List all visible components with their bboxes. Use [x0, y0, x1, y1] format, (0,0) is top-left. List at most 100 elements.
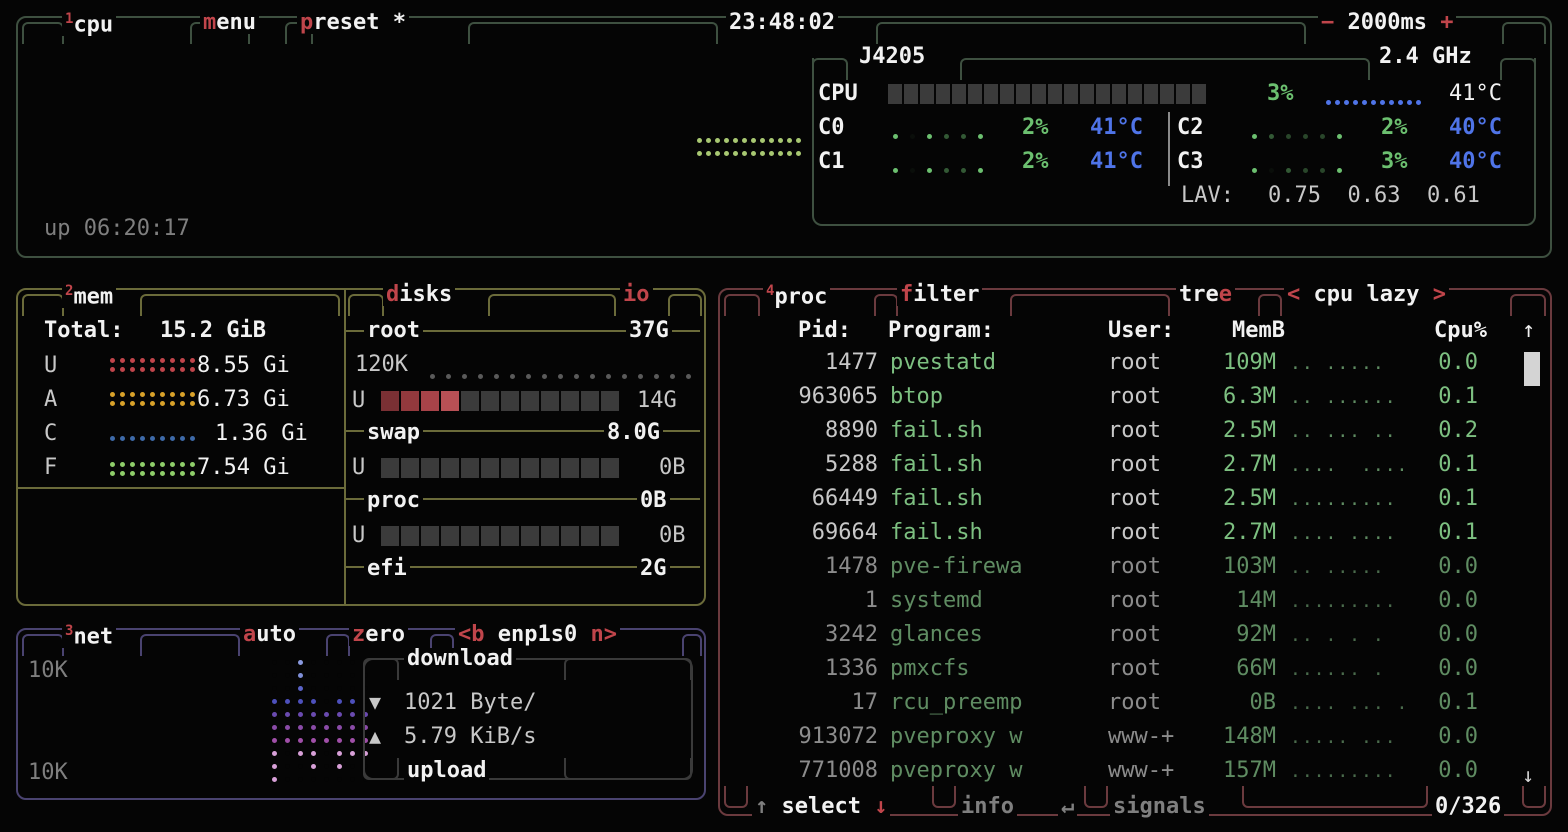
table-row[interactable]: 5288 fail.sh root 2.7M ···· ···· 0.1 [718, 454, 1552, 488]
table-row[interactable]: 66449 fail.sh root 2.5M ········· 0.1 [718, 488, 1552, 522]
proc-sort-selector[interactable]: < cpu lazy > [1284, 284, 1449, 306]
disk-usage-meter-swap [381, 458, 619, 478]
proc-cpu-percent: 0.1 [1438, 690, 1478, 715]
net-panel-title[interactable]: 3net [62, 623, 117, 649]
cpu-title-nub [22, 22, 64, 44]
table-row[interactable]: 8890 fail.sh root 2.5M ·· ··· ·· 0.2 [718, 420, 1552, 454]
header-nub-end [1502, 22, 1546, 44]
disks-panel-title[interactable]: disks [383, 284, 456, 306]
proc-cpu-graph: ···· ··· · [1290, 698, 1409, 719]
proc-program: pveproxy w [890, 758, 1023, 783]
proc-col-cpu[interactable]: Cpu% [1434, 318, 1487, 343]
proc-program: pve-firewa [890, 554, 1023, 579]
disk-size-swap: 8.0G [604, 422, 663, 444]
proc-user: root [1108, 418, 1161, 443]
proc-user: www-+ [1108, 758, 1175, 783]
net-iface-name: enp1s0 [497, 622, 578, 647]
mem-panel [16, 288, 706, 606]
proc-program: fail.sh [890, 486, 983, 511]
uptime: up 06:20:17 [44, 216, 190, 241]
table-row[interactable]: 1477 pvestatd root 109M ·· ····· 0.0 [718, 352, 1552, 386]
update-interval-control[interactable]: − 2000ms + [1318, 10, 1457, 35]
proc-col-pid[interactable]: Pid: [798, 318, 851, 343]
disk-used-label-swap: U [352, 455, 366, 480]
table-row[interactable]: 69664 fail.sh root 2.7M ···· ···· 0.1 [718, 522, 1552, 556]
proc-table: 1477 pvestatd root 109M ·· ····· 0.0 963065 bto… [718, 352, 1552, 786]
cpu-detail-box [812, 58, 1536, 226]
disks-column-divider [344, 290, 346, 604]
proc-tree-button[interactable]: tree [1176, 284, 1235, 306]
proc-pid: 963065 [798, 384, 878, 409]
net-speed-nub-left [363, 658, 399, 680]
proc-cpu-percent: 0.0 [1438, 622, 1478, 647]
proc-sort-direction-icon[interactable]: ↑ [1522, 318, 1536, 343]
proc-scroll-down-icon[interactable]: ↓ [1522, 763, 1535, 787]
table-row[interactable]: 963065 btop root 6.3M ·· ······ 0.1 [718, 386, 1552, 420]
table-row[interactable]: 1478 pve-firewa root 103M ·· ····· 0.0 [718, 556, 1552, 590]
proc-memory: 109M [1223, 350, 1276, 375]
net-shortcut-number: 3 [65, 623, 74, 639]
net-zero-button[interactable]: zero [349, 624, 408, 646]
cpu-shortcut-number: 1 [65, 11, 74, 27]
core-name-c2: C2 [1177, 115, 1204, 140]
proc-user: www-+ [1108, 724, 1175, 749]
disk-used-value-swap: 0B [659, 455, 686, 480]
proc-pid: 1 [864, 588, 878, 613]
proc-memory: 103M [1223, 554, 1276, 579]
mem-graph-used [110, 358, 200, 376]
increase-interval-button[interactable]: + [1440, 10, 1454, 35]
table-row[interactable]: 771008 pveproxy w www-+ 157M ········· 0.0 [718, 760, 1552, 794]
proc-footer-enter-icon: ↵ [1058, 796, 1078, 818]
proc-footer-info[interactable]: info [958, 796, 1017, 818]
net-interface-selector[interactable]: <b enp1s0 n> [455, 624, 620, 646]
net-next-iface-button[interactable]: n> [590, 622, 617, 647]
disks-io-title[interactable]: io [620, 284, 653, 306]
proc-col-user[interactable]: User: [1108, 318, 1175, 343]
net-upload-nub-right [564, 758, 692, 780]
proc-cpu-graph: ···· ···· [1290, 528, 1397, 549]
proc-footer-nub-signals [1084, 786, 1108, 808]
net-upload-value: 5.79 KiB/s [404, 724, 537, 749]
proc-filter-button[interactable]: filter [897, 284, 983, 306]
proc-user: root [1108, 656, 1161, 681]
mem-panel-title[interactable]: 2mem [62, 284, 117, 309]
table-row[interactable]: 1336 pmxcfs root 66M ······ · 0.0 [718, 658, 1552, 692]
core-name-c0: C0 [818, 115, 845, 140]
preset-button[interactable]: preset * [297, 12, 409, 34]
cpu-panel-title[interactable]: 1cpu [62, 11, 117, 37]
proc-memory: 148M [1223, 724, 1276, 749]
core-percent-c0: 2% [1022, 115, 1049, 140]
cpu-total-percent: 3% [1267, 81, 1294, 106]
proc-user: root [1108, 588, 1161, 613]
proc-footer-nub-right [1242, 786, 1428, 808]
proc-col-program[interactable]: Program: [888, 318, 994, 343]
table-row[interactable]: 17 rcu_preemp root 0B ···· ··· · 0.1 [718, 692, 1552, 726]
net-scale-top: 10K [28, 658, 68, 683]
proc-cpu-graph: ········· [1290, 494, 1397, 515]
table-row[interactable]: 1 systemd root 14M ········· 0.0 [718, 590, 1552, 624]
mem-row-key-available: A [44, 387, 58, 412]
decrease-interval-button[interactable]: − [1321, 10, 1335, 35]
table-row[interactable]: 3242 glances root 92M ·· · · · 0.0 [718, 624, 1552, 658]
proc-panel-title[interactable]: 4proc [763, 284, 831, 309]
proc-pid: 66449 [811, 486, 878, 511]
menu-button[interactable]: menu [200, 12, 259, 34]
core-graph-c3 [1252, 168, 1354, 173]
net-download-value: 1021 Byte/ [404, 690, 537, 715]
proc-pid: 1477 [825, 350, 878, 375]
net-prev-iface-button[interactable]: <b [458, 622, 485, 647]
disk-used-label-root: U [352, 388, 366, 413]
proc-sort-prev-button[interactable]: < [1287, 282, 1301, 307]
proc-scrollbar-thumb[interactable] [1524, 352, 1540, 386]
table-row[interactable]: 913072 pveproxy w www-+ 148M ····· ··· 0.0 [718, 726, 1552, 760]
proc-col-memb[interactable]: MemB [1232, 318, 1285, 343]
net-iface-nub [430, 634, 454, 656]
proc-footer-select[interactable]: ↑ select ↓ [752, 796, 891, 818]
mem-row-key-cached: C [44, 421, 58, 446]
net-auto-button[interactable]: auto [240, 624, 299, 646]
mem-total-value: 15.2 GiB [160, 318, 266, 343]
proc-sort-next-button[interactable]: > [1432, 282, 1446, 307]
proc-footer-signals[interactable]: signals [1110, 796, 1209, 818]
net-title-nub [22, 634, 64, 656]
core-percent-c3: 3% [1381, 149, 1408, 174]
